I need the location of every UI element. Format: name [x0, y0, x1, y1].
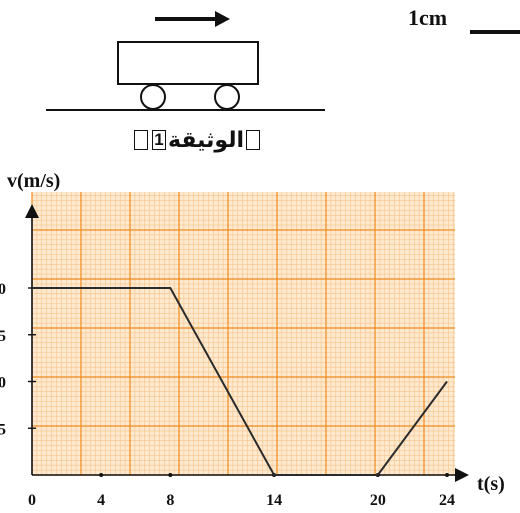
y-tick-labels: 0 5 0 5	[0, 281, 6, 438]
x-tick-mark	[99, 473, 104, 477]
scale-label: 1cm	[408, 5, 447, 30]
x-tick-labels: 0 4 8 14 20 24	[28, 492, 455, 509]
x-tick-label: 4	[97, 492, 105, 509]
x-tick-mark	[445, 473, 449, 477]
x-axis-arrow-icon	[455, 468, 469, 482]
document-label: 1 الوثيقة	[112, 125, 282, 155]
y-axis-arrow-icon	[25, 204, 39, 218]
x-tick-label: 0	[28, 492, 36, 509]
wagon-icon	[117, 41, 259, 110]
document-title: الوثيقة	[167, 127, 244, 153]
box-right-icon	[246, 130, 260, 150]
y-tick-label: 5	[0, 421, 6, 438]
x-axis-label: t(s)	[477, 473, 505, 495]
x-tick-label: 14	[266, 492, 282, 509]
y-tick-label: 5	[0, 328, 6, 345]
x-tick-label: 8	[166, 492, 174, 509]
grid-major	[31, 192, 455, 476]
grid-minor	[32, 192, 455, 475]
direction-arrow-icon	[155, 11, 230, 27]
box-left-icon	[133, 130, 148, 150]
x-tick-mark	[168, 473, 173, 477]
velocity-series-line	[32, 287, 448, 476]
velocity-time-chart: 0 5 0 5 0 4 8 14 20 24 v(m/s) t(s)	[0, 170, 505, 509]
document-number: 1	[151, 130, 166, 150]
x-tick-label: 24	[439, 492, 455, 509]
y-tick-label: 0	[0, 375, 6, 392]
y-axis-label: v(m/s)	[7, 170, 60, 192]
x-tick-label: 20	[370, 492, 386, 509]
y-tick-label: 0	[0, 281, 6, 298]
